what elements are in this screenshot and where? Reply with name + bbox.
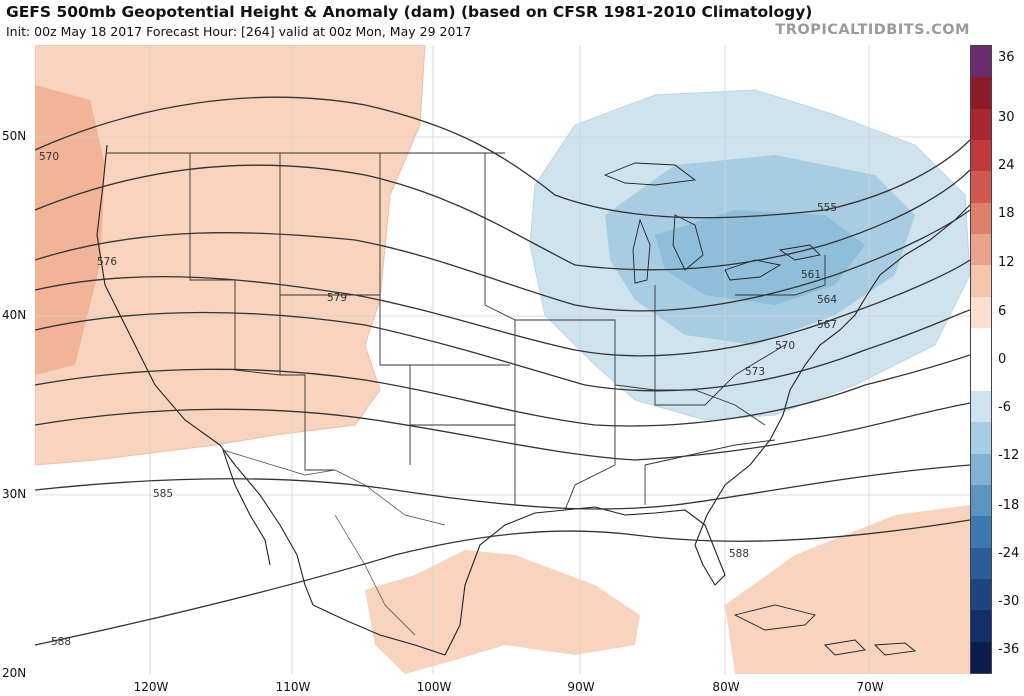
chart-title: GEFS 500mb Geopotential Height & Anomaly… (6, 3, 813, 21)
colorbar-cell (971, 265, 991, 298)
colorbar-cell (971, 610, 991, 643)
map-canvas: 570 576 579 585 588 588 555 561 564 567 … (35, 45, 970, 674)
colorbar-label: 36 (998, 50, 1015, 65)
colorbar-label: 6 (998, 304, 1007, 319)
colorbar-cell (971, 108, 991, 141)
positive-anomaly-gulf (365, 550, 640, 674)
lat-label: 30N (2, 487, 27, 501)
colorbar-cell (971, 390, 991, 423)
lon-label: 70W (856, 680, 884, 694)
contour-label: 588 (729, 548, 749, 560)
coastlines (96, 144, 970, 656)
contour-label: 588 (51, 636, 71, 648)
colorbar-label: -12 (998, 448, 1020, 463)
contour-label: 576 (97, 256, 117, 268)
contour-label: 570 (39, 151, 59, 163)
contour-label: 573 (745, 366, 765, 378)
contour-label: 579 (327, 292, 347, 304)
state-borders (107, 152, 826, 511)
colorbar-cell (971, 422, 991, 455)
contour-label: 561 (801, 269, 821, 281)
contour-label: 570 (775, 340, 795, 352)
graticule (35, 45, 970, 674)
colorbar-label: -36 (998, 642, 1020, 657)
colorbar-cell (971, 328, 991, 360)
contour-label: 585 (153, 488, 173, 500)
lon-label: 110W (275, 680, 311, 694)
colorbar-cell (971, 171, 991, 204)
map-panel: 570 576 579 585 588 588 555 561 564 567 … (35, 45, 970, 674)
colorbar-label: -18 (998, 498, 1020, 513)
colorbar-cell (971, 641, 991, 674)
colorbar (970, 45, 992, 674)
contour-label: 555 (817, 202, 837, 214)
caribbean-islands (733, 604, 917, 656)
mexico-borders (222, 449, 446, 636)
positive-anomaly-caribbean (725, 505, 970, 674)
positive-anomaly-west (35, 45, 426, 466)
lon-label: 120W (133, 680, 169, 694)
lon-label: 100W (416, 680, 452, 694)
colorbar-cell (971, 547, 991, 580)
lat-label: 20N (2, 666, 27, 680)
negative-anomaly-innermost (655, 210, 865, 305)
brand-watermark: TROPICALTIDBITS.COM (775, 22, 970, 38)
colorbar-label: -6 (998, 400, 1011, 415)
colorbar-cell (971, 234, 991, 266)
colorbar-cell (971, 140, 991, 172)
colorbar-cell (971, 516, 991, 549)
lon-label: 90W (567, 680, 595, 694)
colorbar-cell (971, 46, 991, 78)
lon-label: 80W (712, 680, 740, 694)
colorbar-cell (971, 359, 991, 392)
colorbar-label: -24 (998, 546, 1020, 561)
colorbar-cell (971, 77, 991, 110)
colorbar-label: 12 (998, 255, 1015, 270)
colorbar-cell (971, 296, 991, 329)
colorbar-cell (971, 484, 991, 517)
colorbar-label: 24 (998, 158, 1015, 173)
colorbar-label: 30 (998, 110, 1015, 125)
colorbar-cell (971, 453, 991, 486)
lat-label: 50N (2, 129, 27, 143)
lat-label: 40N (2, 308, 27, 322)
colorbar-cell (971, 202, 991, 235)
colorbar-label: 18 (998, 206, 1015, 221)
colorbar-cell (971, 578, 991, 611)
contour-label: 567 (817, 319, 837, 331)
colorbar-label: -30 (998, 594, 1020, 609)
contour-labels: 570 576 579 585 588 588 555 561 564 567 … (39, 151, 837, 648)
height-contours (35, 96, 970, 646)
chart-subtitle: Init: 00z May 18 2017 Forecast Hour: [26… (6, 24, 472, 39)
contour-label: 564 (817, 294, 837, 306)
positive-anomaly-pacnw-core (35, 85, 105, 375)
colorbar-label: 0 (998, 352, 1007, 367)
